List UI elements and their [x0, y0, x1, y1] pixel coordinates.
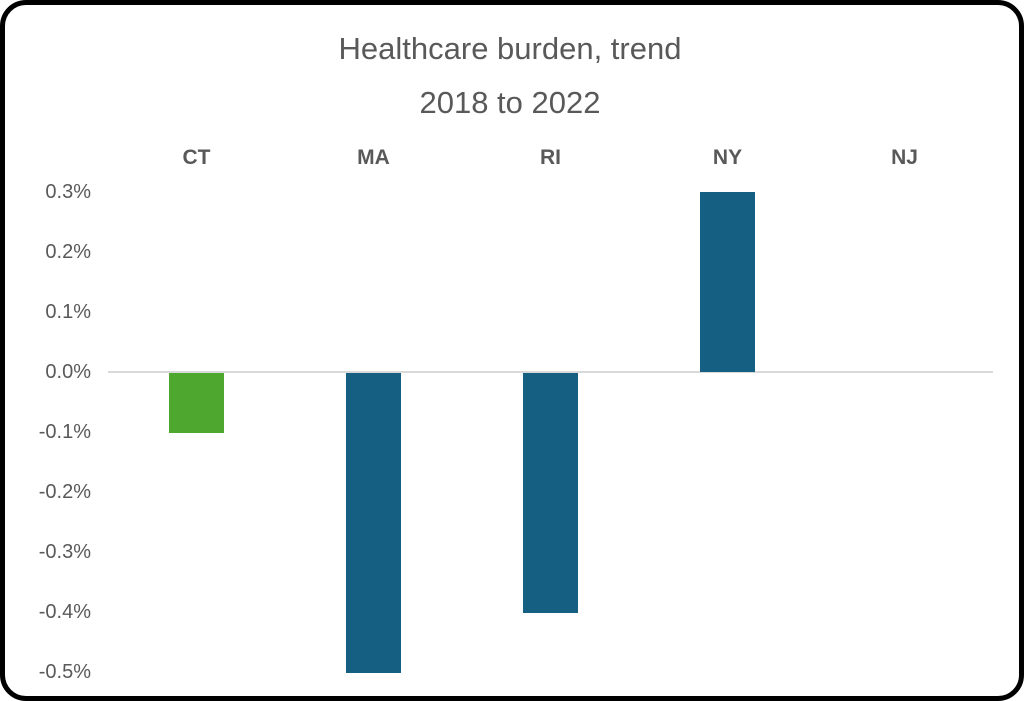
y-tick-label: -0.3%: [38, 541, 91, 563]
y-tick-label: -0.2%: [38, 481, 91, 503]
category-label-ny: NY: [712, 146, 743, 169]
y-tick-label: -0.4%: [38, 601, 91, 623]
y-tick-label: 0.0%: [45, 361, 91, 383]
y-tick-label: 0.1%: [45, 301, 91, 323]
chart-subtitle: 2018 to 2022: [419, 85, 601, 120]
category-label-ri: RI: [540, 146, 561, 169]
bar-ct: [169, 373, 224, 433]
bar-ri: [523, 373, 578, 613]
y-tick-label: 0.3%: [45, 181, 91, 203]
y-tick-label: -0.5%: [38, 661, 91, 683]
y-tick-label: 0.2%: [45, 241, 91, 263]
y-tick-label: -0.1%: [38, 421, 91, 443]
category-label-ma: MA: [357, 146, 390, 169]
chart-title: Healthcare burden, trend: [338, 31, 682, 66]
zero-axis-line: [108, 371, 993, 373]
bar-ma: [346, 373, 401, 673]
category-label-ct: CT: [182, 146, 211, 169]
bar-ny: [700, 192, 755, 372]
category-label-nj: NJ: [891, 146, 918, 169]
